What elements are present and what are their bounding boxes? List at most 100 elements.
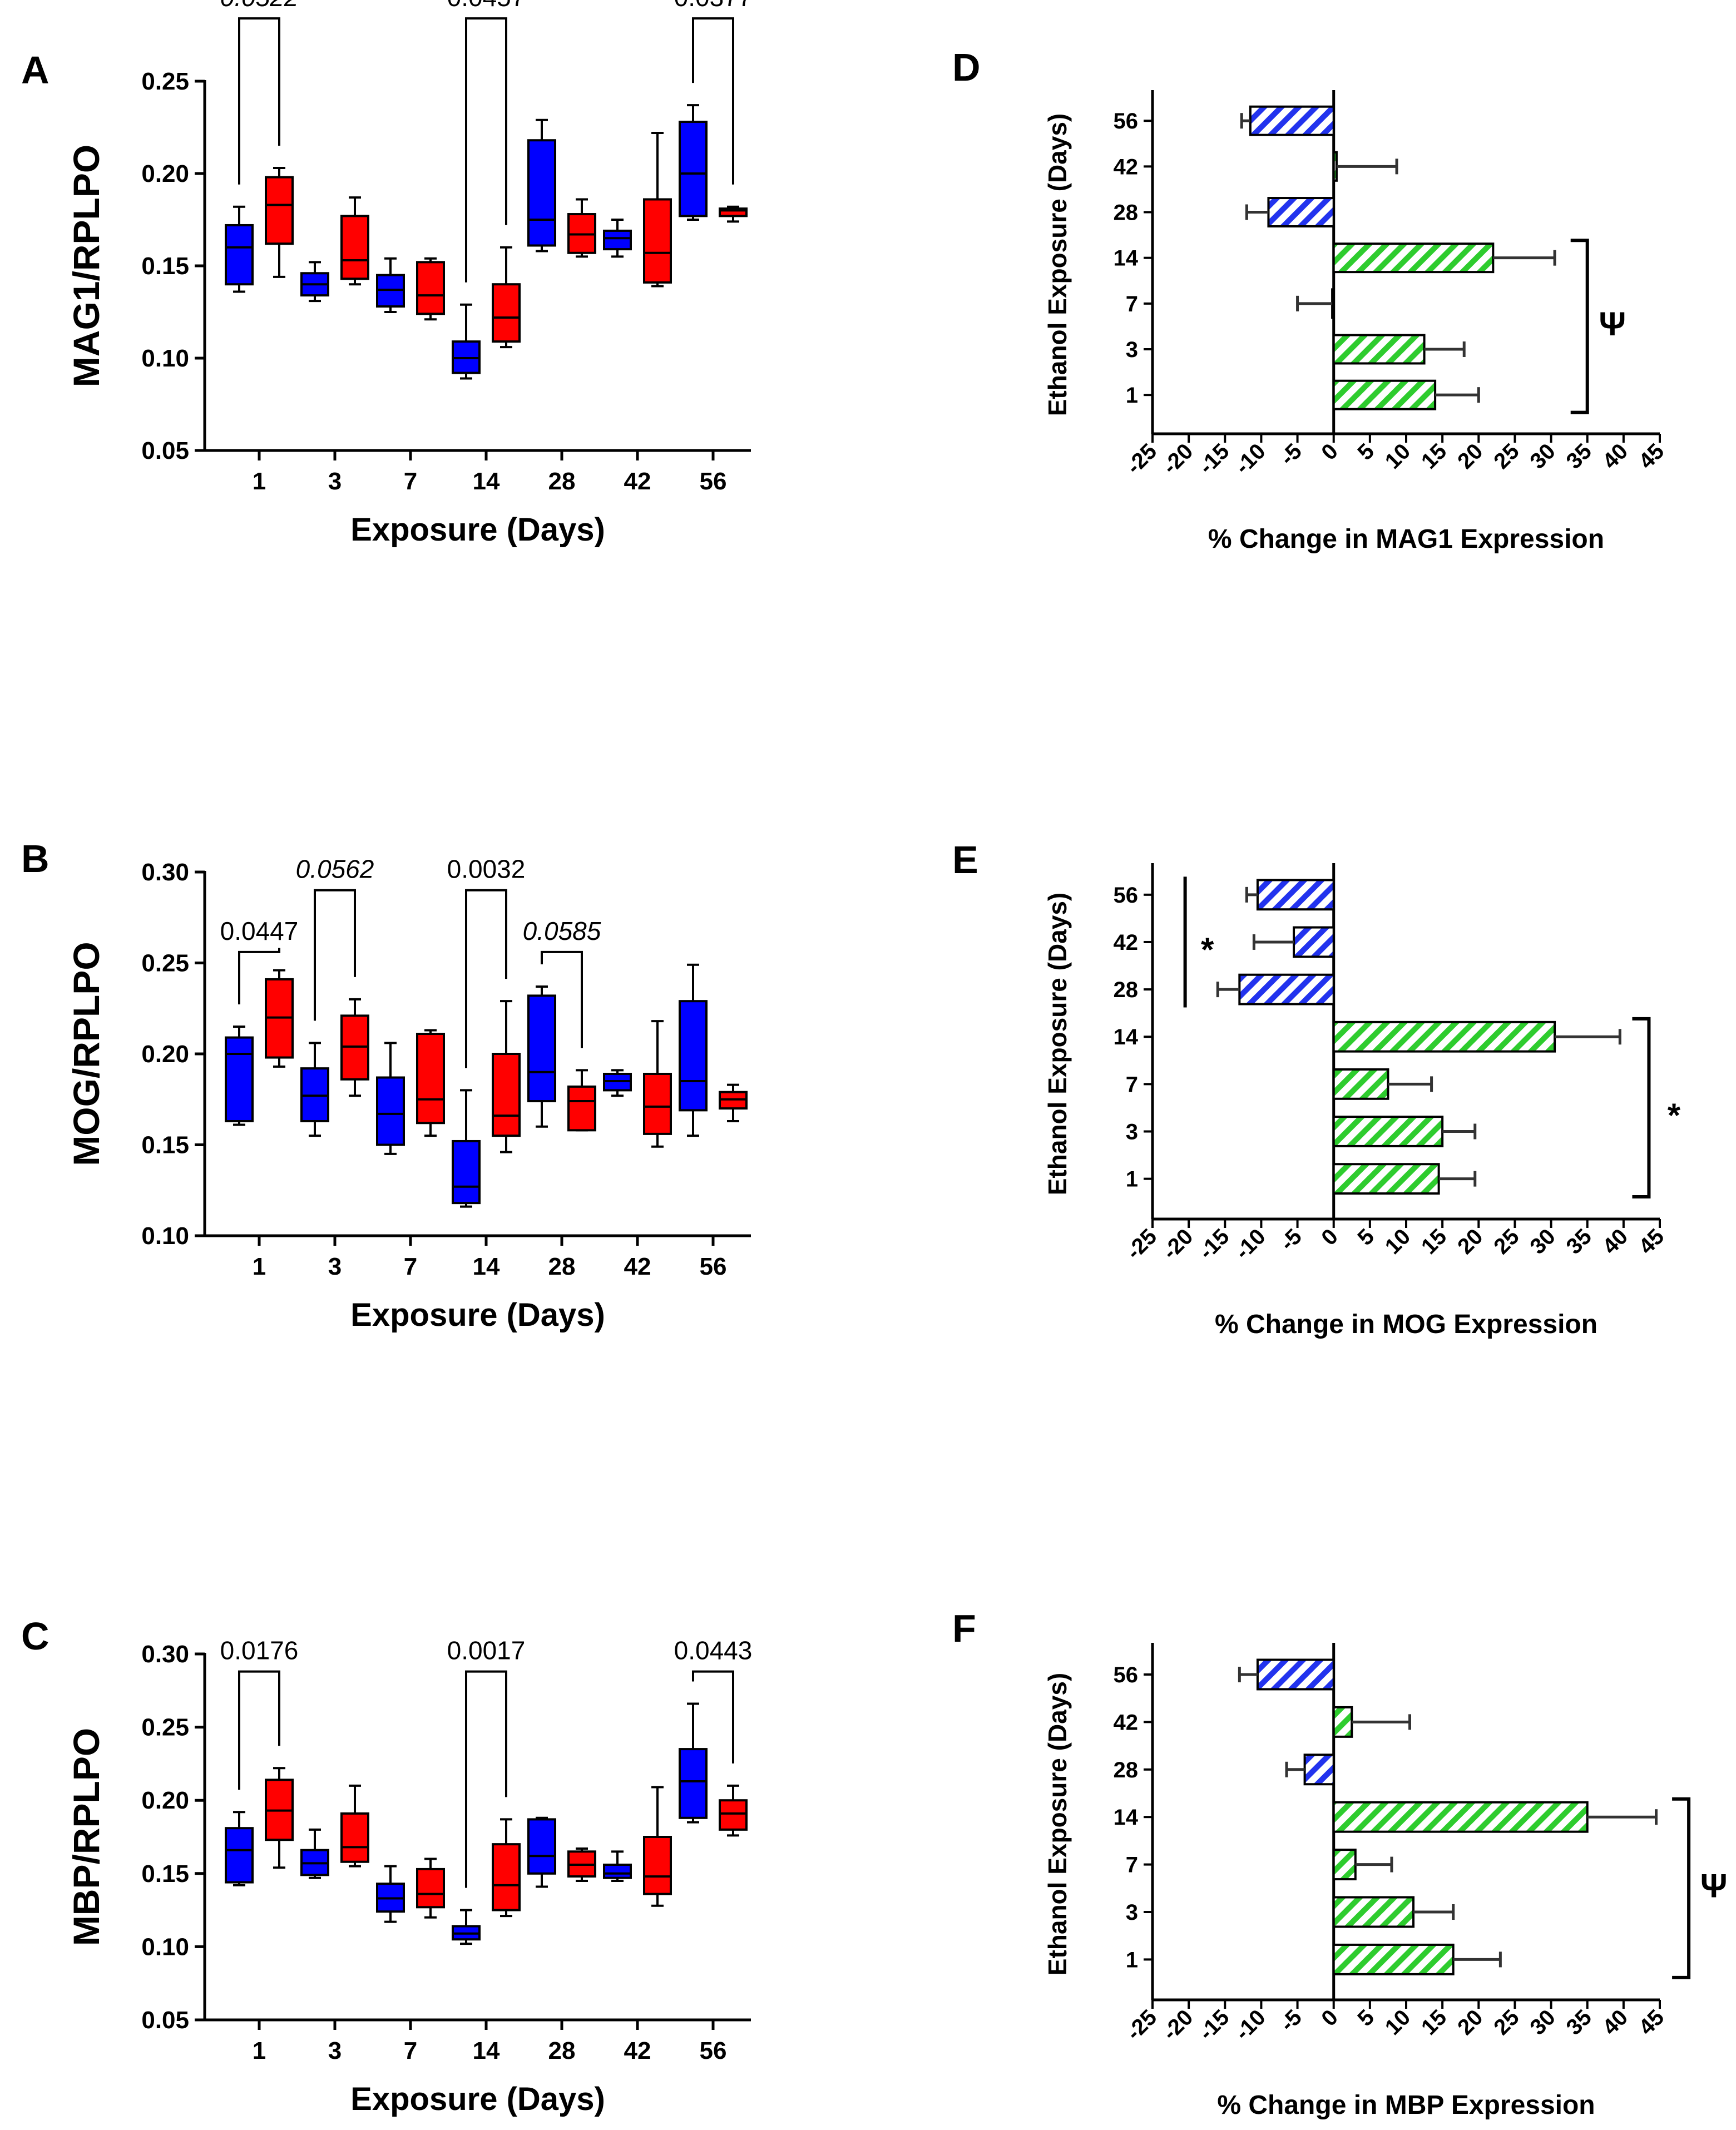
bar-day-14 [1332,1021,1621,1053]
box-iqr [492,1053,521,1137]
bar-day-1 [1332,1943,1502,1975]
x-tick-label: 45 [1634,1224,1669,1259]
bar-day-42 [1332,151,1398,182]
box-control-42 [603,1850,632,1882]
x-tick-label: 3 [328,2037,342,2064]
box-iqr [225,1036,254,1122]
bar-day-14 [1332,242,1556,274]
x-axis-title: % Change in MOG Expression [1215,1310,1597,1339]
p-value-label: 0.0585 [523,917,601,945]
x-tick-label: 10 [1381,1224,1416,1259]
box-ethanol-42 [643,1786,672,1907]
significance-label: Ψ [1700,1867,1728,1904]
x-tick-label: 1 [253,2037,266,2064]
x-tick-label: 14 [473,2037,500,2064]
x-axis-title: % Change in MAG1 Expression [1208,524,1604,554]
x-tick-label: 15 [1417,1224,1452,1259]
bar-day-56 [1240,105,1335,136]
box-ethanol-14 [492,246,521,349]
bar-day-7 [1332,1849,1393,1881]
y-axis-title: MBP/RPLPO [66,1728,107,1946]
x-tick-label: 15 [1417,439,1452,474]
x-tick-label: 5 [1353,439,1379,465]
comparison-bracket-3: 0.0562 [296,855,374,1021]
box-iqr [340,215,369,280]
box-iqr [643,198,672,284]
bar-day-3 [1332,1116,1477,1147]
x-tick-label: 10 [1381,2005,1416,2040]
box-ethanol-42 [643,131,672,288]
box-control-7 [376,1042,405,1155]
y-tick-label: 42 [1114,1710,1139,1735]
x-tick-label: 1 [253,468,266,495]
bracket-line [1632,1017,1651,1199]
x-tick-label: 30 [1525,1224,1560,1259]
bracket-line [1570,239,1589,414]
box-control-7 [376,257,405,313]
y-axis-title: MOG/RPLPO [66,942,107,1166]
box-panel-A: A 0.05 0.10 0.15 0.20 0.25 1 3 7 14 28 42 56 Exposure… [21,0,752,548]
box-iqr [603,229,632,251]
y-tick-label: 0.30 [141,1641,189,1668]
box-control-1 [225,1811,254,1886]
x-axis-title: Exposure (Days) [350,2081,605,2117]
box-iqr [265,176,294,245]
x-tick-label: 42 [624,468,651,495]
box-ethanol-28 [567,1069,596,1132]
box-iqr [416,1868,445,1909]
box-control-1 [225,1025,254,1126]
box-control-56 [679,963,708,1137]
bar [1256,879,1335,911]
bar [1293,926,1335,958]
box-iqr [416,261,445,315]
box-control-1 [225,205,254,293]
p-value-label: 0.0562 [296,855,374,884]
bar-panel-D: D -25-20-15-10 -5 0 5 10 15 20 25 30 35 40 45 56 42 28 1… [952,46,1669,554]
box-ethanol-7 [416,1029,445,1137]
bar-day-14 [1332,1801,1658,1833]
bar-day-42 [1332,1706,1412,1738]
box-control-56 [679,104,708,221]
bracket-line [465,889,507,1068]
x-axis-title: Exposure (Days) [350,1297,605,1333]
x-tick-label: -10 [1230,2005,1270,2045]
x-tick-label: -25 [1121,2005,1161,2045]
x-tick-label: 40 [1598,439,1633,474]
box-ethanol-3 [340,196,369,286]
bar-day-56 [1238,1658,1335,1691]
box-ethanol-3 [340,998,369,1097]
box-panel-B: B 0.10 0.15 0.20 0.25 0.30 1 3 7 14 28 42 56 Exposure… [21,837,751,1333]
comparison-bracket-14: 0.0017 [447,1636,525,1888]
box-ethanol-56 [719,205,748,223]
bracket-line [314,889,356,1021]
x-axis-title: % Change in MBP Expression [1217,2091,1595,2120]
p-value-label: 0.0176 [220,1636,299,1665]
y-tick-label: 56 [1114,883,1139,908]
x-tick-label: 5 [1353,2005,1379,2031]
x-tick-label: 56 [700,2037,727,2064]
bar [1256,1658,1335,1691]
panel-letter: B [21,837,50,880]
y-tick-label: 14 [1114,1025,1139,1049]
y-tick-label: 3 [1126,1120,1138,1145]
significance-label: Ψ [1599,305,1626,343]
bracket-line [692,17,734,185]
bar [1332,1706,1353,1738]
x-tick-label: 5 [1353,1224,1379,1250]
bar [1332,1163,1440,1195]
y-tick-label: 7 [1126,1072,1138,1097]
bar-day-7 [1332,1068,1433,1100]
y-tick-label: 1 [1126,1948,1138,1972]
y-tick-label: 56 [1114,109,1139,133]
box-iqr [603,1864,632,1879]
x-tick-label: 7 [404,2037,417,2064]
bar [1332,1849,1357,1881]
comparison-bracket-1: 0.0522 [220,0,298,185]
y-tick-label: 28 [1114,978,1139,1002]
x-tick-label: 30 [1525,2005,1560,2040]
box-iqr [340,1812,369,1863]
bar-day-56 [1245,879,1335,911]
bar [1332,242,1495,274]
x-tick-label: 40 [1598,1224,1633,1259]
y-tick-label: 7 [1126,1853,1138,1878]
